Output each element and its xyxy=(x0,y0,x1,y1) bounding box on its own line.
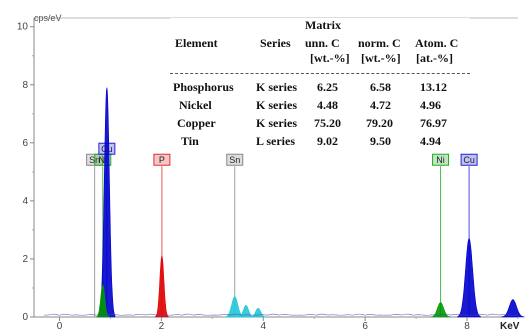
header-atom-c: Atom. C xyxy=(415,36,459,50)
cell-element: Tin xyxy=(181,134,199,148)
y-tick-label: 2 xyxy=(22,254,28,265)
y-tick-label: 8 xyxy=(22,80,28,91)
y-axis-label: cps/eV xyxy=(34,13,62,23)
element-marker-label: Cu xyxy=(463,155,475,165)
cell-atom: 4.94 xyxy=(420,134,441,148)
table-separator xyxy=(170,73,470,74)
element-marker-box xyxy=(460,153,478,166)
header-norm-c: norm. C xyxy=(358,36,401,50)
element-marker-label: Sn xyxy=(229,155,240,165)
quantification-table: Matrix Element Series unn. C norm. C Ato… xyxy=(170,18,470,148)
cell-unn: 6.25 xyxy=(317,80,338,94)
y-tick-label: 4 xyxy=(22,196,28,207)
header-series: Series xyxy=(260,36,291,50)
cell-norm: 6.58 xyxy=(370,80,391,94)
element-marker-label: P xyxy=(159,155,165,165)
axis-ticks: 0 2 4 6 8 10 0 2 4 6 8 xyxy=(17,22,519,331)
header-norm-unit: [wt.-%] xyxy=(361,51,401,65)
x-tick-label: 8 xyxy=(464,321,470,331)
cell-atom: 76.97 xyxy=(420,116,447,130)
y-tick-label: 6 xyxy=(22,138,28,149)
cell-norm: 4.72 xyxy=(370,98,391,112)
spectrum-peak-p xyxy=(155,255,169,318)
element-marker-box xyxy=(226,153,244,166)
table-row: Tin L series 9.02 9.50 4.94 xyxy=(170,134,470,152)
table-row: Phosphorus K series 6.25 6.58 13.12 xyxy=(170,80,470,98)
spectrum-peak-ni xyxy=(430,302,451,318)
x-tick-label: 2 xyxy=(159,321,165,331)
header-unn-c: unn. C xyxy=(305,36,340,50)
table-row: Copper K series 75.20 79.20 76.97 xyxy=(170,116,470,134)
y-tick-label: 0 xyxy=(22,312,28,323)
cell-atom: 13.12 xyxy=(420,80,447,94)
spectrum-peak-cu xyxy=(98,87,116,318)
x-tick-label: 0 xyxy=(57,321,63,331)
element-marker-box xyxy=(432,153,450,166)
cell-unn: 9.02 xyxy=(317,134,338,148)
cell-series: L series xyxy=(256,134,295,148)
header-matrix: Matrix xyxy=(305,18,341,32)
element-markers: SnNiCuPSnNiCu xyxy=(86,142,478,317)
table-row: Nickel K series 4.48 4.72 4.96 xyxy=(170,98,470,116)
cell-unn: 75.20 xyxy=(314,116,341,130)
cell-norm: 9.50 xyxy=(370,134,391,148)
cell-element: Phosphorus xyxy=(173,80,234,94)
cell-series: K series xyxy=(256,98,297,112)
header-unn-unit: [wt.-%] xyxy=(310,51,350,65)
cell-element: Nickel xyxy=(179,98,212,112)
x-axis-unit-label: KeV xyxy=(500,321,520,331)
cell-series: K series xyxy=(256,116,297,130)
element-marker-label: Ni xyxy=(436,155,445,165)
x-tick-label: 6 xyxy=(362,321,368,331)
cell-norm: 79.20 xyxy=(366,116,393,130)
header-atom-unit: [at.-%] xyxy=(416,51,453,65)
y-tick-label: 10 xyxy=(17,22,29,33)
spectrum-peak-sn xyxy=(249,307,267,318)
spectrum-peak-cu xyxy=(457,238,481,318)
cell-element: Copper xyxy=(177,116,216,130)
x-tick-label: 4 xyxy=(260,321,266,331)
cell-unn: 4.48 xyxy=(317,98,338,112)
cell-series: K series xyxy=(256,80,297,94)
element-marker-label: Ni xyxy=(99,155,108,165)
element-marker-box xyxy=(153,153,171,166)
table-header: Matrix Element Series unn. C norm. C Ato… xyxy=(170,18,470,71)
spectrum-peak-cu xyxy=(501,299,525,318)
spectrum-peaks xyxy=(44,87,525,318)
baseline-trace xyxy=(44,313,519,316)
header-element: Element xyxy=(175,36,218,50)
cell-atom: 4.96 xyxy=(420,98,441,112)
